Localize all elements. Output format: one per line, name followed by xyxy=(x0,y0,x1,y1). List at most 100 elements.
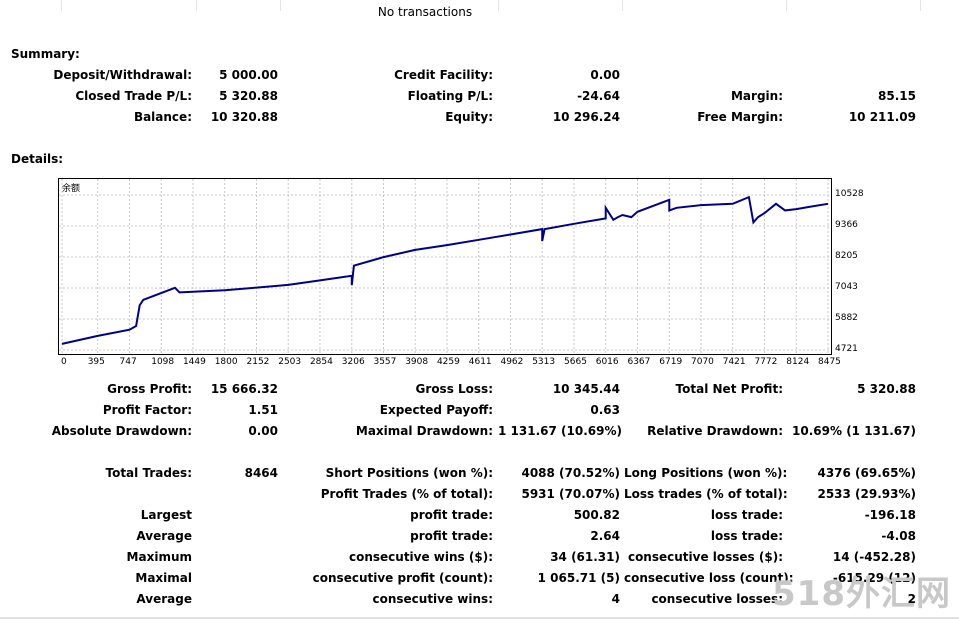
expected-payoff-value: 0.63 xyxy=(590,403,620,417)
average-loss-value: -4.08 xyxy=(881,529,916,543)
average-cons-label: Average xyxy=(136,592,192,606)
maximal-profit-label: consecutive profit (count): xyxy=(312,571,493,585)
x-tick-label: 7421 xyxy=(722,357,746,367)
balance-label: Balance: xyxy=(133,110,192,124)
short-positions-value: 4088 (70.52%) xyxy=(521,466,620,480)
x-tick-label: 4611 xyxy=(468,357,492,367)
no-transactions-text: No transactions xyxy=(377,5,473,19)
x-tick-label: 1098 xyxy=(151,357,175,367)
x-tick-label: 1449 xyxy=(182,357,206,367)
floating-pl-value: -24.64 xyxy=(577,89,620,103)
y-tick-label: 9366 xyxy=(835,220,858,231)
y-tick-label: 8205 xyxy=(835,251,858,261)
details-title: Details: xyxy=(11,152,64,166)
watermark-logo: 518外汇网 xyxy=(772,574,951,614)
x-tick-label: 5313 xyxy=(532,357,556,367)
gross-loss-label: Gross Loss: xyxy=(415,382,493,396)
max-cons-wins-label: consecutive wins ($): xyxy=(348,550,493,564)
total-net-value: 5 320.88 xyxy=(857,382,916,396)
deposit-value: 5 000.00 xyxy=(219,68,278,82)
maximal-loss-value: -615.29 (12) xyxy=(832,571,916,585)
credit-label: Credit Facility: xyxy=(394,68,493,82)
rel-drawdown-label: Relative Drawdown: xyxy=(647,424,783,438)
maximal-loss-label: consecutive loss (count): xyxy=(624,571,794,585)
x-tick-label: 2503 xyxy=(278,357,302,367)
gross-profit-label: Gross Profit: xyxy=(107,382,192,396)
y-tick-label: 4721 xyxy=(835,344,858,354)
avg-cons-wins-value: 4 xyxy=(611,592,620,606)
total-trades-label: Total Trades: xyxy=(105,466,192,480)
loss-trades-value: 2533 (29.93%) xyxy=(817,487,916,501)
loss-trades-label: Loss trades (% of total): xyxy=(624,487,788,501)
average-loss-label: loss trade: xyxy=(710,529,783,543)
avg-cons-wins-label: consecutive wins: xyxy=(372,592,493,606)
maximal-label: Maximal xyxy=(135,571,192,585)
equity-label: Equity: xyxy=(445,110,493,124)
avg-cons-losses-label: consecutive losses: xyxy=(651,592,783,606)
grid-stub xyxy=(786,0,787,11)
largest-label: Largest xyxy=(140,508,192,522)
x-tick-label: 3557 xyxy=(373,357,397,367)
maximum-label: Maximum xyxy=(126,550,192,564)
x-tick-label: 395 xyxy=(87,357,105,367)
y-tick-label: 5882 xyxy=(835,313,858,323)
profit-trades-label: Profit Trades (% of total): xyxy=(320,487,493,501)
x-tick-label: 6016 xyxy=(595,357,619,367)
closed-pl-label: Closed Trade P/L: xyxy=(75,89,192,103)
balance-series-line xyxy=(61,195,829,345)
floating-pl-label: Floating P/L: xyxy=(407,89,493,103)
long-positions-value: 4376 (69.65%) xyxy=(817,466,916,480)
total-trades-value: 8464 xyxy=(244,466,278,480)
x-tick-label: 4259 xyxy=(436,357,460,367)
x-tick-label: 2854 xyxy=(309,357,333,367)
max-cons-losses-value: 14 (-452.28) xyxy=(832,550,916,564)
chart-legend: 余额 xyxy=(62,184,81,194)
grid-stub xyxy=(280,0,281,11)
x-tick-label: 4962 xyxy=(500,357,524,367)
grid-stub xyxy=(920,0,921,11)
x-tick-label: 2152 xyxy=(246,357,270,367)
max-drawdown-value: 1 131.67 (10.69%) xyxy=(498,424,622,438)
max-cons-wins-value: 34 (61.31) xyxy=(550,550,620,564)
x-tick-label: 5665 xyxy=(564,357,587,367)
abs-drawdown-value: 0.00 xyxy=(248,424,278,438)
average-label: Average xyxy=(136,529,192,543)
maximal-profit-value: 1 065.71 (5) xyxy=(537,571,620,585)
chart-plot xyxy=(59,179,831,354)
closed-pl-value: 5 320.88 xyxy=(219,89,278,103)
x-tick-label: 0 xyxy=(61,357,67,367)
x-tick-label: 3206 xyxy=(341,357,365,367)
largest-profit-value: 500.82 xyxy=(573,508,620,522)
grid-stub xyxy=(498,0,499,11)
average-profit-value: 2.64 xyxy=(590,529,620,543)
margin-label: Margin: xyxy=(730,89,783,103)
x-tick-label: 1800 xyxy=(214,357,238,367)
y-tick-label: 7043 xyxy=(835,282,858,293)
balance-chart: 余额 xyxy=(58,178,832,355)
credit-value: 0.00 xyxy=(590,68,620,82)
y-tick-label: 10528 xyxy=(835,189,864,199)
x-tick-label: 7070 xyxy=(691,357,714,367)
short-positions-label: Short Positions (won %): xyxy=(325,466,493,480)
grid-stub xyxy=(61,0,62,11)
grid-stub xyxy=(622,0,623,11)
rel-drawdown-value: 10.69% (1 131.67) xyxy=(792,424,916,438)
equity-value: 10 296.24 xyxy=(552,110,620,124)
x-tick-label: 3908 xyxy=(405,357,429,367)
avg-cons-losses-value: 2 xyxy=(907,592,916,606)
average-profit-label: profit trade: xyxy=(410,529,493,543)
long-positions-label: Long Positions (won %): xyxy=(624,466,788,480)
x-tick-label: 8475 xyxy=(818,357,841,367)
profit-trades-value: 5931 (70.07%) xyxy=(521,487,620,501)
free-margin-label: Free Margin: xyxy=(697,110,783,124)
x-tick-label: 7772 xyxy=(754,357,778,367)
largest-loss-value: -196.18 xyxy=(864,508,916,522)
summary-title: Summary: xyxy=(11,47,80,61)
margin-value: 85.15 xyxy=(878,89,916,103)
largest-profit-label: profit trade: xyxy=(410,508,493,522)
max-drawdown-label: Maximal Drawdown: xyxy=(355,424,493,438)
balance-value: 10 320.88 xyxy=(210,110,278,124)
deposit-label: Deposit/Withdrawal: xyxy=(53,68,192,82)
abs-drawdown-label: Absolute Drawdown: xyxy=(51,424,192,438)
bottom-divider xyxy=(0,617,959,619)
